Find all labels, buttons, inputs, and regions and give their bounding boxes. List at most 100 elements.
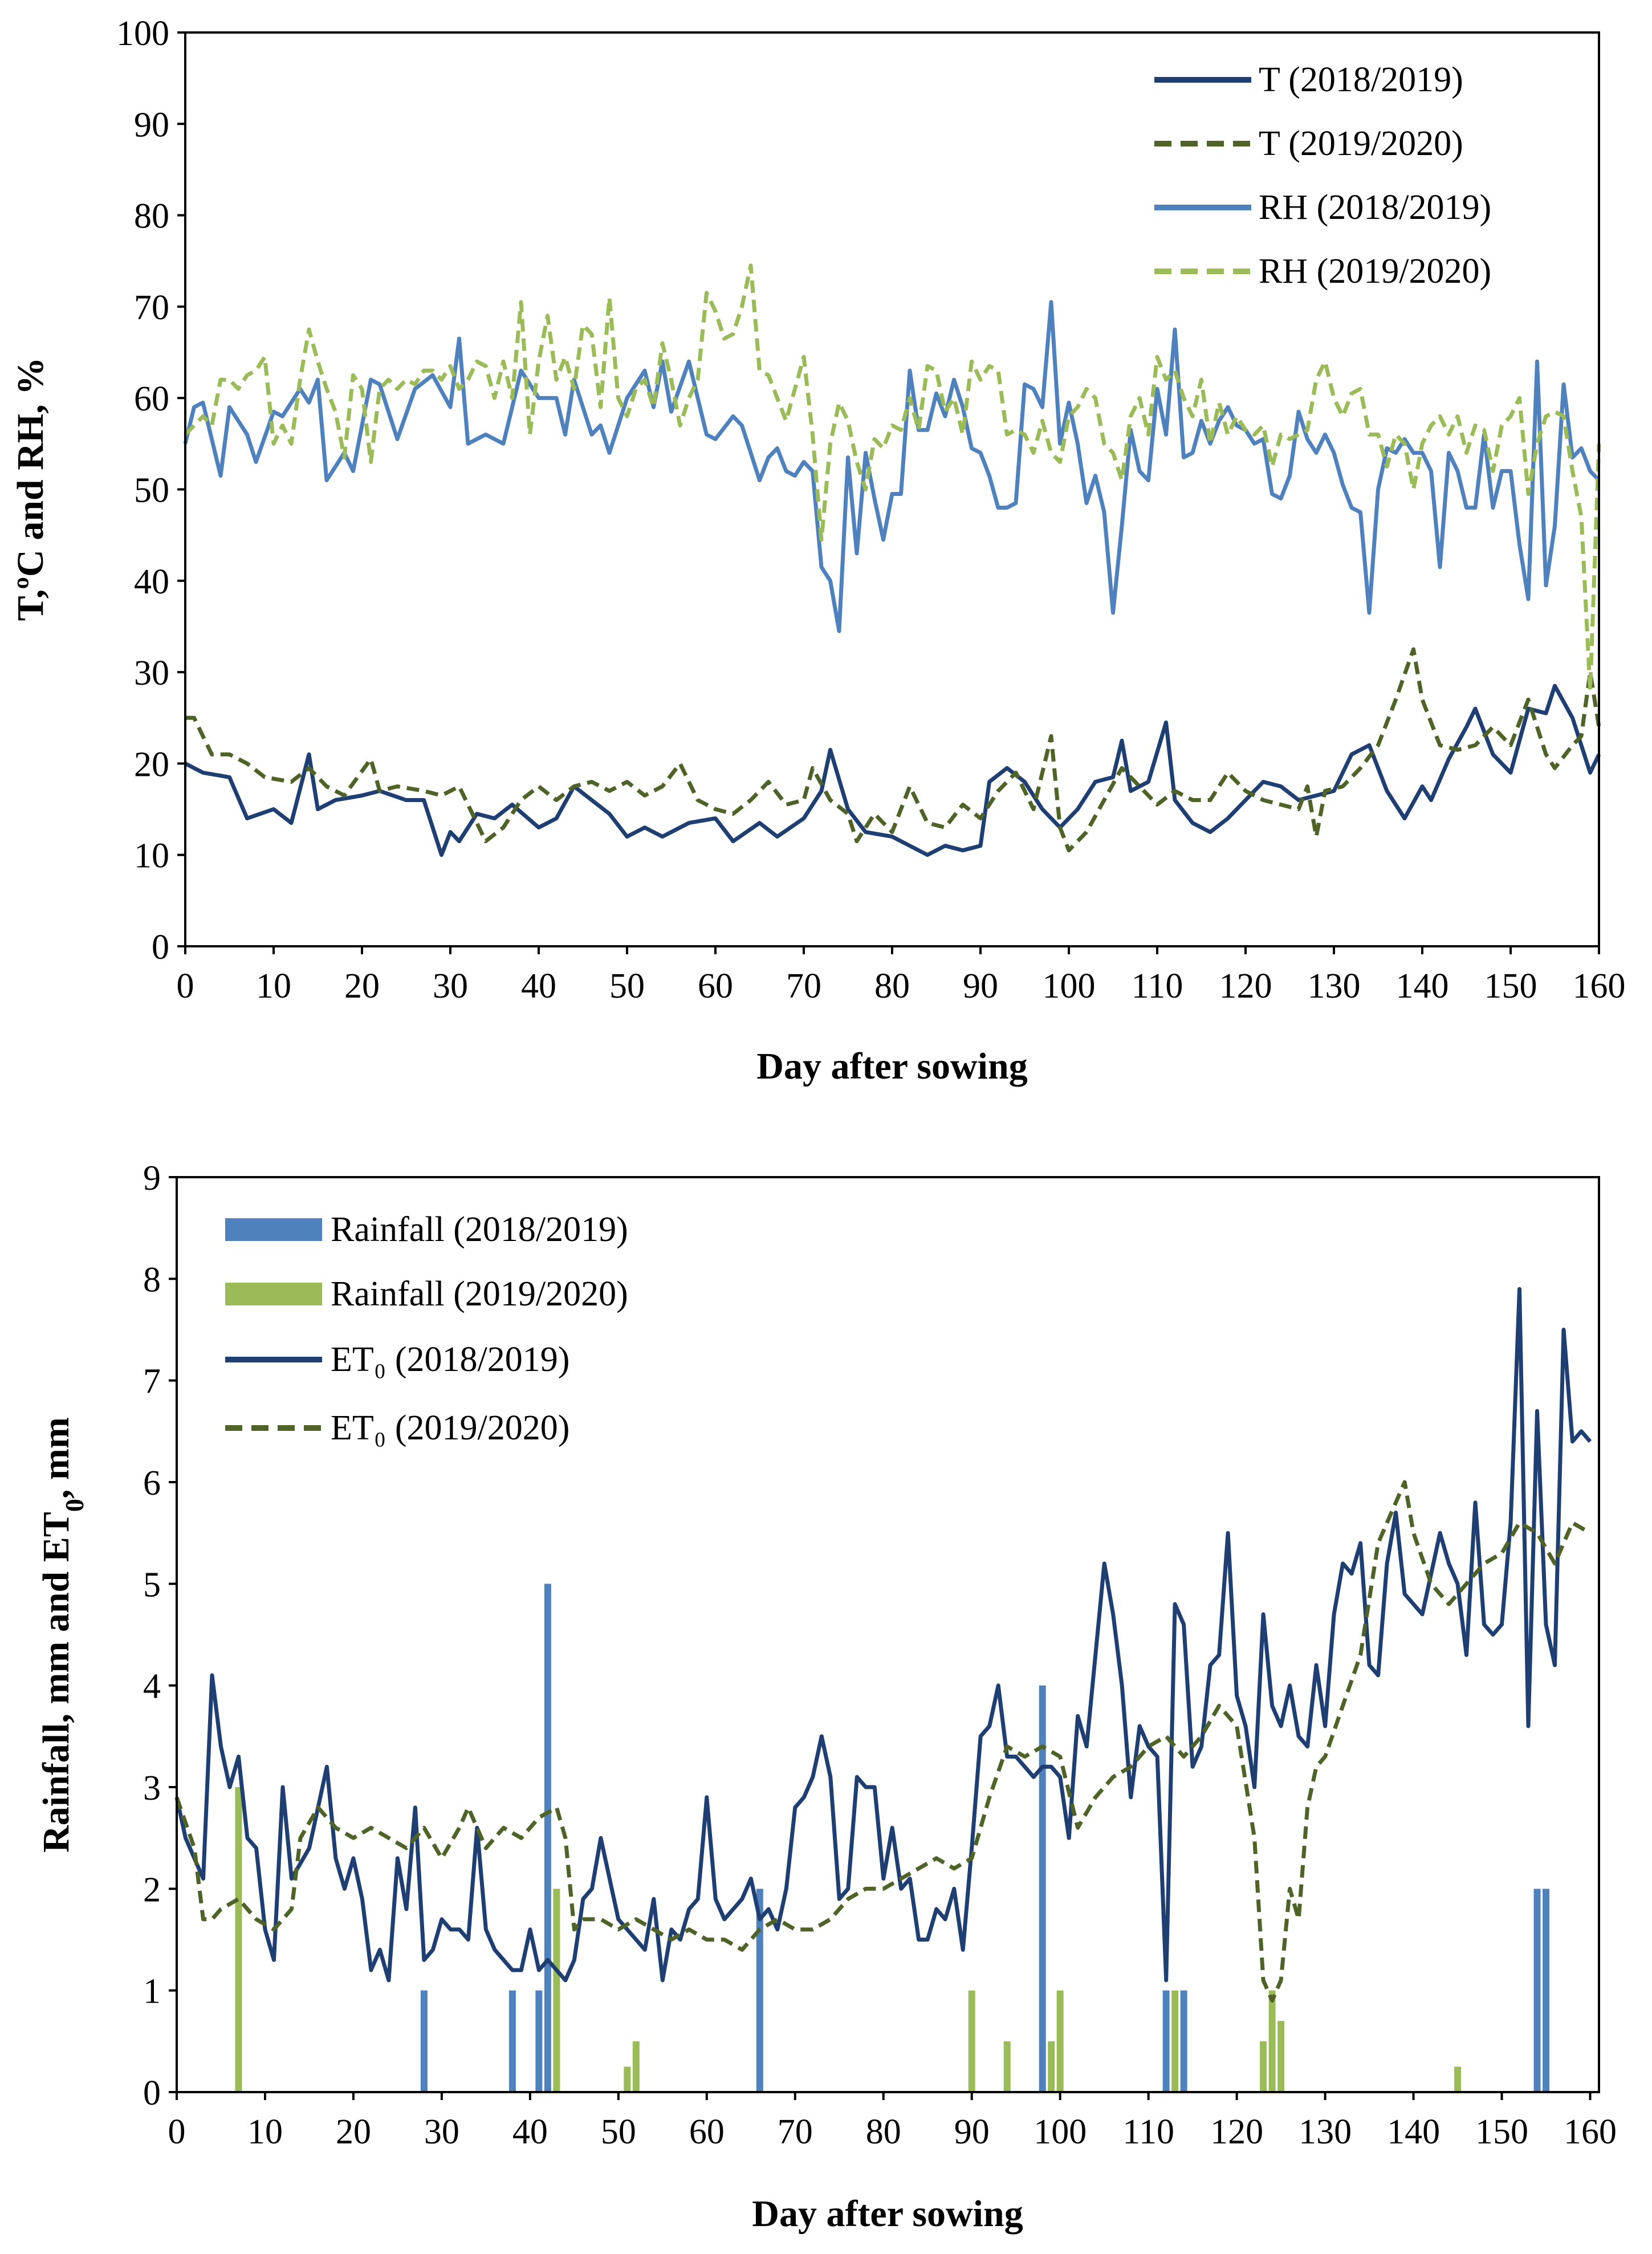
y-tick-label: 70 [134,288,169,327]
x-tick-label: 140 [1387,2113,1440,2151]
bar-rain_2018-8 [1533,1889,1541,2092]
series-line-t_2018 [184,683,1601,857]
y-tick-label: 8 [143,1260,161,1299]
x-tick-label: 10 [247,2113,283,2151]
y-tick-label: 90 [134,105,169,144]
bar-rain_2018-5 [1039,1685,1046,2092]
x-tick-label: 20 [336,2113,371,2151]
x-tick-label: 100 [1033,2113,1087,2151]
series-line-rh_2019 [184,263,1601,693]
x-tick-label: 90 [963,967,998,1006]
x-tick-label: 130 [1308,967,1361,1006]
bar-rain_2018-2 [535,1990,543,2092]
y-axis-title-main: Rainfall, mm and ET [35,1512,77,1853]
legend: T (2018/2019) T (2019/2020) RH (2018/201… [1154,60,1491,291]
x-tick-label: 80 [874,967,910,1006]
bar-rain_2018-4 [756,1889,763,2092]
temperature-humidity-chart: 0 10 20 30 40 50 60 70 80 90 100 110 120 130 140 150 160… [10,14,1626,1087]
x-tick-label: 160 [1564,2113,1617,2151]
legend-label-t-2019: T (2019/2020) [1259,124,1463,163]
y-axis-title-subscript: 0 [60,1499,89,1512]
plot-frame [184,31,1600,947]
x-tick-label: 70 [786,967,821,1006]
bar-rain_2018-9 [1543,1889,1550,2092]
x-axis-title: Day after sowing [752,2193,1023,2235]
legend-label-rain-2018: Rainfall (2018/2019) [331,1210,628,1249]
x-tick-label: 120 [1210,2113,1263,2151]
y-axis-title-suffix: , mm [35,1417,77,1499]
bar-rain_2019-10 [1268,1990,1276,2092]
x-tick-label: 110 [1122,2113,1174,2151]
bar-rain_2019-2 [624,2066,631,2092]
y-axis-title: T,ºC and RH, % [10,357,51,621]
y-tick-label: 50 [134,471,169,510]
x-tick-label: 90 [954,2113,990,2151]
y-tick-label: 100 [116,14,169,53]
x-tick-label: 110 [1132,967,1183,1006]
bar-rain_2018-6 [1162,1990,1170,2092]
y-tick-label: 6 [143,1464,161,1503]
bar-rain_2019-4 [968,1990,975,2092]
x-tick-label: 100 [1043,967,1096,1006]
x-tick-label: 150 [1484,967,1537,1006]
x-tick-label: 60 [689,2113,725,2151]
legend-label-t-2018: T (2018/2019) [1259,60,1463,99]
bar-rain_2019-3 [632,2041,640,2092]
x-tick-label: 0 [168,2113,186,2151]
y-tick-label: 9 [143,1159,161,1198]
x-tick-label: 30 [433,967,468,1006]
x-tick-label: 20 [344,967,380,1006]
x-tick-label: 50 [601,2113,636,2151]
legend-label-et-2019: ET₀ (2019/2020) [331,1409,569,1447]
bar-rain_2019-11 [1277,2021,1285,2092]
legend-label-rh-2018: RH (2018/2019) [1259,188,1491,227]
series-line-et_2018 [174,1287,1592,1983]
bar-rain_2019-9 [1260,2041,1267,2092]
bar-rain_2018-0 [420,1990,428,2092]
bar-rain_2019-8 [1171,1990,1179,2092]
plot-frame [176,1176,1600,2093]
series-line-t_2019 [185,647,1601,853]
series-line-rh_2018 [183,300,1601,633]
legend-label-rh-2019: RH (2019/2020) [1259,252,1491,291]
x-tick-label: 120 [1219,967,1272,1006]
legend-swatch-rain-2018 [225,1218,322,1241]
legend-label-rain-2019: Rainfall (2019/2020) [331,1275,628,1313]
bar-rain_2019-7 [1056,1990,1064,2092]
y-tick-label: 0 [152,928,169,967]
x-tick-label: 60 [698,967,733,1006]
x-tick-label: 150 [1475,2113,1528,2151]
legend-swatch-rain-2019 [225,1283,322,1305]
y-tick-label: 10 [134,837,169,876]
y-tick-label: 3 [143,1769,161,1808]
legend: Rainfall (2018/2019) Rainfall (2019/2020… [225,1210,628,1447]
rainfall-et0-chart: 0 10 20 30 40 50 60 70 80 90 100 110 120 130 140 150 160… [35,1159,1617,2235]
bar-rain_2018-3 [544,1584,551,2092]
bar-rain_2019-0 [235,1787,242,2092]
y-tick-label: 60 [134,380,169,418]
bar-rain_2019-5 [1003,2041,1011,2092]
bar-rain_2019-1 [553,1889,560,2092]
x-tick-label: 30 [424,2113,459,2151]
series-line-et_2019 [174,1480,1592,2003]
bar-rain_2019-12 [1454,2066,1462,2092]
y-tick-label: 5 [143,1565,161,1604]
y-tick-label: 80 [134,197,169,236]
bar-rain_2018-1 [508,1990,516,2092]
y-tick-label: 30 [134,654,169,693]
x-tick-label: 40 [512,2113,548,2151]
bar-rain_2019-6 [1048,2041,1055,2092]
y-tick-label: 4 [143,1667,161,1706]
x-tick-label: 140 [1396,967,1449,1006]
x-axis-title: Day after sowing [756,1045,1027,1087]
y-tick-label: 0 [143,2074,161,2113]
x-tick-label: 50 [609,967,645,1006]
x-tick-label: 0 [177,967,194,1006]
y-tick-label: 1 [143,1972,161,2011]
y-tick-label: 2 [143,1870,161,1909]
bar-rain_2018-7 [1180,1990,1187,2092]
x-tick-label: 40 [521,967,556,1006]
y-tick-label: 40 [134,563,169,601]
legend-label-et-2018: ET₀ (2018/2019) [331,1340,569,1379]
